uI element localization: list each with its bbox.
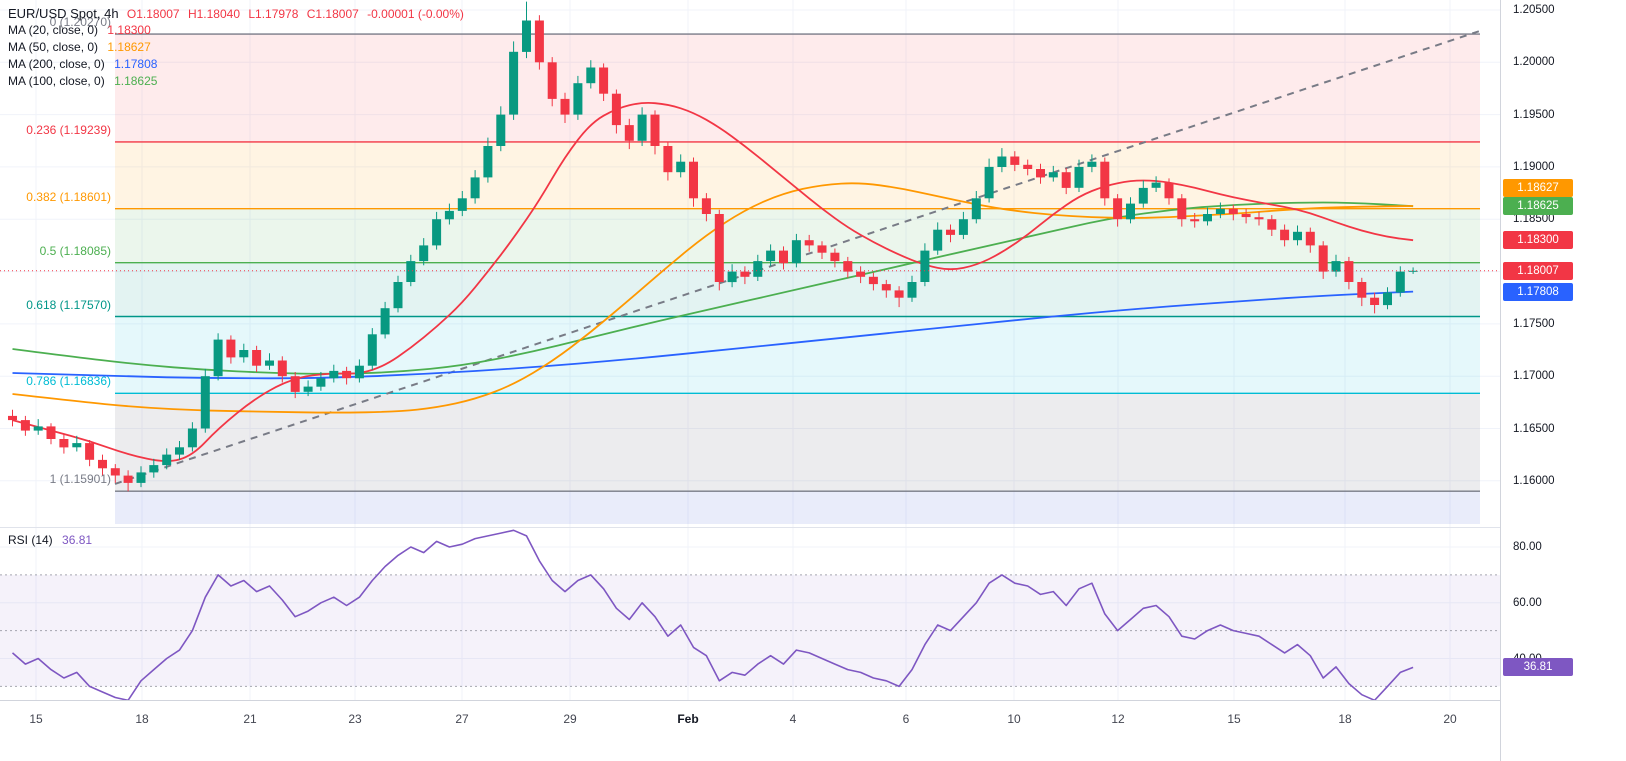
ma100-label: MA (100, close, 0) (8, 74, 105, 88)
ma-line-ma200 (12, 290, 1414, 380)
fib-label: 0.5 (1.18085) (39, 243, 111, 258)
rsi-legend[interactable]: RSI (14) 36.81 (8, 533, 92, 547)
time-axis-label: 15 (1227, 712, 1241, 726)
time-axis-label: 21 (243, 712, 257, 726)
price-badge: 1.18627 (1503, 179, 1573, 197)
rsi-value-badge: 36.81 (1503, 658, 1573, 677)
change-value: -0.00001 (-0.00%) (367, 7, 464, 21)
price-axis-label: 1.16000 (1513, 474, 1555, 487)
ma50-label: MA (50, close, 0) (8, 40, 99, 54)
rsi-value: 36.81 (62, 533, 93, 547)
low-value: L1.17978 (248, 7, 299, 21)
rsi-axis-label: 80.00 (1513, 541, 1542, 553)
price-axis-label: 1.16500 (1513, 422, 1555, 435)
ma-line-ma20 (12, 102, 1414, 462)
ohlc-values: O1.18007 H1.18040 L1.17978 C1.18007 -0.0… (122, 7, 464, 21)
chart-legend: EUR/USD Spot, 4h O1.18007 H1.18040 L1.17… (8, 5, 464, 90)
fib-label: 1 (1.15901) (49, 472, 111, 487)
time-axis-label: 18 (135, 712, 149, 726)
time-axis-label: 12 (1111, 712, 1125, 726)
price-badge: 1.18625 (1503, 197, 1573, 216)
rsi-label: RSI (14) (8, 533, 53, 547)
time-axis-label: 23 (348, 712, 362, 726)
ma50-legend-row[interactable]: MA (50, close, 0) 1.18627 (8, 39, 464, 56)
price-axis[interactable]: 1.20500 1.20000 1.19500 1.19000 1.18500 1.180… (1500, 0, 1626, 761)
price-badge: 1.18300 (1503, 231, 1573, 250)
ma20-legend-row[interactable]: MA (20, close, 0) 1.18300 (8, 22, 464, 39)
fib-bands (115, 34, 1480, 524)
candlestick-series (8, 1, 1418, 492)
fib-label: 0.236 (1.19239) (26, 122, 111, 137)
price-axis-label: 1.19500 (1513, 108, 1555, 121)
price-axis-label: 1.18500 (1513, 213, 1555, 226)
ma-line-ma100 (12, 201, 1414, 375)
time-axis-label: 27 (455, 712, 469, 726)
time-axis-label: 6 (902, 712, 910, 726)
ma200-label: MA (200, close, 0) (8, 57, 105, 71)
ma50-value: 1.18627 (107, 40, 151, 54)
ma20-value: 1.18300 (107, 23, 151, 37)
time-axis-label: 4 (789, 712, 797, 726)
price-axis-label: 1.20000 (1513, 56, 1555, 69)
ma20-label: MA (20, close, 0) (8, 23, 99, 37)
open-value: O1.18007 (126, 7, 180, 21)
time-axis[interactable]: 15 18 21 23 27 29 Feb 4 6 10 12 15 18 20 (0, 700, 1500, 761)
time-axis-label: 20 (1443, 712, 1457, 726)
high-value: H1.18040 (187, 7, 240, 21)
time-axis-label: 18 (1338, 712, 1352, 726)
fib-level-labels: 0 (1.20270) 0.236 (1.19239) 0.382 (1.18601… (0, 0, 113, 527)
rsi-axis-label: 60.00 (1513, 596, 1542, 609)
price-axis-label: 1.17000 (1513, 370, 1555, 383)
symbol-title[interactable]: EUR/USD Spot, 4h (8, 6, 119, 21)
time-axis-label: 29 (563, 712, 577, 726)
time-axis-label: 15 (29, 712, 43, 726)
fib-lines[interactable] (115, 33, 1480, 492)
close-value: C1.18007 (306, 7, 359, 21)
ma200-value: 1.17808 (114, 57, 158, 71)
price-axis-label: 1.19000 (1513, 160, 1555, 173)
ma100-value: 1.18625 (114, 74, 158, 88)
time-axis-label: Feb (677, 712, 699, 726)
fib-label: 0.618 (1.17570) (26, 297, 111, 312)
time-axis-label: 10 (1007, 712, 1021, 726)
ma200-legend-row[interactable]: MA (200, close, 0) 1.17808 (8, 56, 464, 73)
rsi-line (11, 529, 1414, 700)
ma100-legend-row[interactable]: MA (100, close, 0) 1.18625 (8, 73, 464, 90)
fib-label: 0.786 (1.16836) (26, 374, 111, 389)
symbol-row: EUR/USD Spot, 4h O1.18007 H1.18040 L1.17… (8, 5, 464, 22)
current-price-badge: 1.18007 (1503, 261, 1573, 280)
chart-canvas[interactable] (0, 0, 1500, 700)
fib-label: 0 (1.20270) (49, 15, 111, 30)
price-axis-label: 1.17500 (1513, 317, 1555, 330)
price-badge: 1.17808 (1503, 282, 1573, 301)
fib-label: 0.382 (1.18601) (26, 189, 111, 204)
price-axis-label: 1.20500 (1513, 4, 1555, 16)
